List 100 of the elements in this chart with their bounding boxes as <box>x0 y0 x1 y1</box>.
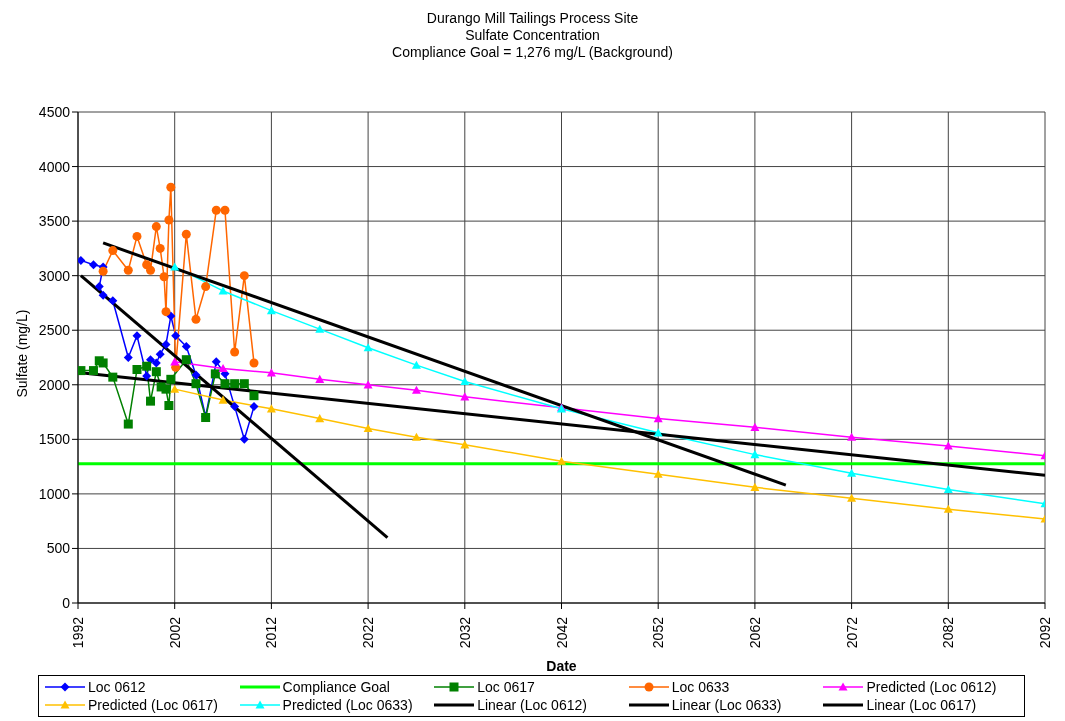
point <box>239 434 249 444</box>
legend-label: Linear (Loc 0633) <box>671 697 782 713</box>
point <box>123 265 133 275</box>
point <box>146 355 156 365</box>
point <box>249 391 259 401</box>
point <box>230 402 240 412</box>
x-tick-label: 2022 <box>360 616 377 649</box>
point <box>411 360 421 369</box>
point <box>181 342 191 352</box>
y-tick-label: 3500 <box>38 213 71 230</box>
point <box>155 243 165 253</box>
point <box>151 358 161 368</box>
point <box>653 428 663 437</box>
point <box>166 374 176 384</box>
point <box>98 290 108 300</box>
x-tick-label: 2032 <box>456 616 473 649</box>
point <box>88 260 98 270</box>
point <box>201 282 211 292</box>
point <box>151 222 161 232</box>
legend-label: Predicted (Loc 0612) <box>866 679 997 695</box>
point <box>123 419 133 429</box>
point <box>218 286 228 295</box>
y-tick-label: 2000 <box>38 376 71 393</box>
point <box>88 366 98 376</box>
point <box>460 377 470 386</box>
point <box>943 485 953 494</box>
point <box>460 440 470 449</box>
point <box>218 395 228 404</box>
point <box>142 371 152 381</box>
point <box>220 205 230 215</box>
point <box>239 271 249 281</box>
x-tick-label: 2092 <box>1037 616 1053 649</box>
point <box>847 468 857 477</box>
point <box>161 384 171 394</box>
point <box>266 368 276 377</box>
y-tick-label: 1500 <box>38 431 71 448</box>
point <box>78 366 86 376</box>
point <box>230 347 240 357</box>
point <box>557 456 566 465</box>
y-tick-label: 4000 <box>38 158 71 175</box>
point <box>191 379 201 389</box>
point <box>750 482 760 491</box>
point <box>161 307 171 317</box>
point <box>239 379 249 389</box>
point <box>142 361 152 371</box>
x-tick-label: 2062 <box>746 616 763 649</box>
point <box>210 369 220 379</box>
point <box>315 414 325 423</box>
point <box>164 401 174 411</box>
point <box>750 422 760 431</box>
point <box>220 379 230 389</box>
point <box>94 282 104 292</box>
point <box>164 215 174 225</box>
legend-label: Linear (Loc 0612) <box>477 697 587 713</box>
point <box>411 432 421 441</box>
point <box>943 504 953 513</box>
point <box>181 229 191 239</box>
x-tick-label: 2072 <box>843 616 860 649</box>
point <box>211 205 221 215</box>
point <box>363 343 373 352</box>
point <box>108 296 118 306</box>
point <box>159 272 169 282</box>
x-tick-label: 2042 <box>553 616 570 649</box>
point <box>315 374 325 383</box>
point <box>166 182 176 192</box>
point <box>363 380 373 389</box>
point <box>266 306 276 315</box>
point <box>847 432 857 441</box>
point <box>98 358 108 368</box>
point <box>191 370 201 380</box>
point <box>132 331 142 341</box>
point <box>170 357 180 366</box>
point <box>181 355 191 365</box>
point <box>155 349 165 359</box>
y-tick-label: 0 <box>62 594 71 611</box>
x-tick-label: 1992 <box>70 616 86 649</box>
y-tick-label: 4500 <box>38 103 71 120</box>
legend-label: Loc 0617 <box>477 679 535 695</box>
legend-label: Predicted (Loc 0617) <box>88 697 218 713</box>
legend-label: Compliance Goal <box>282 679 390 695</box>
point <box>653 469 663 478</box>
x-axis-title: Date <box>546 658 577 674</box>
point <box>151 367 161 377</box>
point <box>266 404 276 413</box>
point <box>191 314 201 324</box>
chart-title: Durango Mill Tailings Process Site <box>425 10 640 27</box>
y-axis-title: Sulfate (mg/L) <box>13 309 30 398</box>
point <box>249 358 259 368</box>
x-tick-label: 2052 <box>650 616 667 649</box>
chart-subtitle: Sulfate Concentration Compliance Goal = 1,276 mg/L (Background) <box>391 27 674 61</box>
point <box>146 396 156 406</box>
point <box>230 379 240 389</box>
point <box>161 339 171 349</box>
point <box>146 265 156 275</box>
point <box>170 262 180 271</box>
y-tick-label: 3000 <box>38 267 71 284</box>
y-tick-label: 2500 <box>38 322 71 339</box>
point <box>171 331 181 341</box>
point <box>218 363 228 373</box>
point <box>78 255 86 265</box>
